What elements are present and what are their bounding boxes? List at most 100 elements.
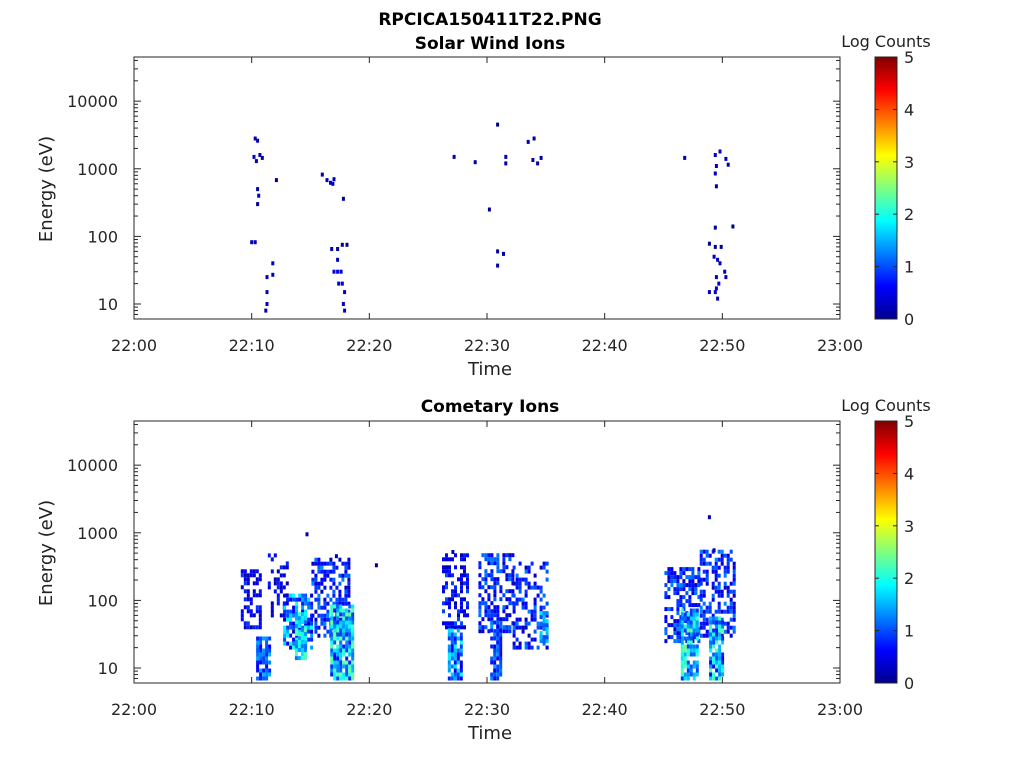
spectrogram-cell (294, 648, 298, 653)
spectrogram-cell (320, 589, 324, 594)
spectrogram-cell (695, 652, 699, 657)
spectrogram-cell (692, 620, 696, 625)
spectrogram-cell (330, 664, 334, 669)
spectrogram-cell (463, 609, 466, 614)
spectrogram-cell (493, 557, 497, 562)
spectrogram-cell (530, 585, 534, 590)
spectrogram-cell (289, 617, 293, 622)
spectrogram-cell (289, 621, 293, 626)
x-tick-label: 22:50 (699, 700, 745, 719)
spectrogram-cell (348, 672, 352, 677)
spectrogram-cell (720, 617, 724, 622)
spectrogram-cell (524, 625, 528, 630)
spectrogram-cell (283, 609, 287, 614)
spectrogram-cell (301, 625, 305, 630)
spectrogram-cell (683, 652, 687, 657)
spectrogram-cell (252, 625, 256, 630)
spectrogram-cell (679, 595, 683, 600)
spectrogram-cell (265, 302, 269, 306)
spectrogram-cell (499, 652, 503, 657)
spectrogram-cell (249, 609, 253, 614)
spectrogram-cell (676, 583, 680, 588)
spectrogram-cell (533, 581, 537, 586)
spectrogram-cell (279, 573, 283, 578)
spectrogram-cell (692, 608, 696, 613)
spectrogram-cell (301, 597, 305, 602)
spectrogram-cell (320, 605, 324, 610)
spectrogram-cell (320, 569, 324, 574)
spectrogram-cell (713, 225, 717, 230)
spectrogram-cell (276, 593, 280, 598)
spectrogram-cell (533, 573, 537, 578)
spectrogram-cell (533, 609, 537, 614)
spectrogram-cell (673, 587, 677, 592)
spectrogram-cell (336, 608, 340, 613)
spectrogram-cell (493, 609, 497, 614)
spectrogram-cell (505, 605, 509, 610)
spectrogram-cell (347, 573, 351, 578)
spectrogram-cell (282, 573, 286, 578)
spectrogram-cell (345, 656, 349, 661)
spectrogram-cell (664, 583, 668, 588)
colorbar-gradient (874, 420, 898, 684)
spectrogram-cell (484, 569, 488, 574)
spectrogram-cell (342, 652, 346, 657)
spectrogram-cell (712, 636, 716, 641)
spectrogram-cell (450, 644, 454, 649)
spectrogram-cell (336, 257, 340, 262)
spectrogram-cell (709, 628, 713, 633)
spectrogram-cell (283, 633, 287, 638)
spectrogram-cell (717, 281, 721, 286)
spectrogram-cell (732, 605, 736, 610)
spectrogram-cell (496, 122, 500, 127)
spectrogram-cell (496, 628, 500, 633)
spectrogram-cell (715, 676, 719, 681)
spectrogram-cell (460, 621, 463, 626)
spectrogram-cell (530, 645, 534, 650)
spectrogram-cell (348, 664, 352, 669)
spectrogram-cell (504, 161, 508, 166)
spectrogram-cell (342, 612, 346, 617)
spectrogram-cell (723, 573, 727, 578)
spectrogram-cell (345, 608, 349, 613)
spectrogram-cell (673, 591, 677, 596)
spectrogram-cell (484, 625, 488, 630)
spectrogram-cell (243, 589, 247, 594)
spectrogram-cell (524, 605, 528, 610)
spectrogram-cell (721, 664, 725, 669)
spectrogram-cell (304, 593, 308, 598)
spectrogram-cell (530, 617, 534, 622)
spectrogram-cell (323, 561, 327, 566)
spectrogram-cell (339, 676, 343, 681)
spectrogram-cell (673, 579, 677, 584)
spectrogram-cell (460, 589, 463, 594)
spectrogram-cell (686, 672, 690, 677)
spectrogram-cell (490, 601, 494, 606)
spectrogram-cell (676, 611, 680, 616)
spectrogram-cell (493, 668, 497, 673)
spectrogram-cell (338, 593, 342, 598)
spectrogram-cell (333, 628, 337, 633)
spectrogram-cell (454, 553, 457, 558)
spectrogram-cell (267, 553, 271, 558)
spectrogram-cell (664, 631, 668, 636)
spectrogram-cell (695, 612, 699, 617)
spectrogram-cell (332, 577, 336, 582)
spectrogram-cell (294, 624, 298, 629)
spectrogram-cell (518, 625, 522, 630)
spectrogram-cell (320, 613, 324, 618)
spectrogram-cell (457, 609, 460, 614)
spectrogram-cell (499, 636, 503, 641)
spectrogram-cell (347, 565, 351, 570)
spectrogram-cell (717, 557, 721, 562)
spectrogram-cell (303, 652, 307, 657)
spectrogram-cell (487, 553, 491, 558)
spectrogram-cell (711, 593, 715, 598)
spectrogram-cell (450, 672, 454, 677)
spectrogram-cell (267, 581, 271, 586)
spectrogram-cell (524, 569, 528, 574)
spectrogram-cell (351, 608, 355, 613)
spectrogram-cell (683, 672, 687, 677)
spectrogram-cell (680, 636, 684, 641)
spectrogram-cell (717, 609, 721, 614)
